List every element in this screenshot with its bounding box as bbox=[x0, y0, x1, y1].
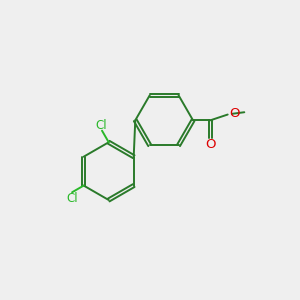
Text: Cl: Cl bbox=[95, 119, 107, 132]
Text: O: O bbox=[205, 138, 216, 151]
Text: Cl: Cl bbox=[66, 191, 78, 205]
Text: O: O bbox=[229, 107, 239, 120]
